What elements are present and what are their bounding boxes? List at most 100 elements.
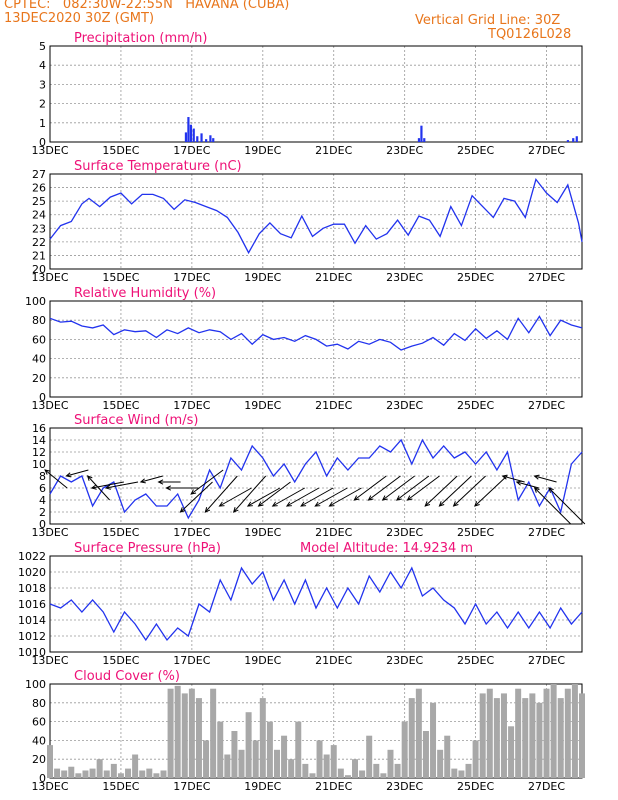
- wind-arrow: [315, 487, 348, 507]
- cloud-bar: [557, 698, 564, 778]
- y-tick-label: 1016: [18, 598, 46, 611]
- wind-arrow-head: [139, 478, 146, 484]
- cloud-bar: [422, 731, 429, 778]
- x-tick-label: 25DEC: [457, 780, 494, 793]
- cloud-bar: [288, 759, 295, 778]
- y-tick-label: 1018: [18, 582, 46, 595]
- cloud-bar: [401, 721, 408, 778]
- x-tick-label: 27DEC: [528, 526, 565, 539]
- cloud-bar: [380, 773, 387, 778]
- panel-2: 0 20 40 60 80 100 13DEC 15DEC 17DEC 19DEC 21DEC 23D…: [25, 286, 583, 412]
- wind-arrow: [286, 487, 320, 507]
- cloud-bar: [344, 775, 351, 778]
- series-line: [49, 315, 583, 351]
- cloud-bar: [231, 731, 238, 778]
- cloud-bar: [316, 740, 323, 778]
- wind-arrow: [87, 475, 111, 501]
- x-tick-label: 15DEC: [102, 780, 139, 793]
- precip-bar: [189, 124, 193, 142]
- cloud-bar: [394, 763, 401, 778]
- x-tick-label: 21DEC: [315, 780, 352, 793]
- series-line: [49, 177, 583, 255]
- y-tick-label: 0: [39, 518, 46, 531]
- panel-frame: [49, 300, 583, 398]
- cloud-bar: [75, 773, 82, 778]
- series-line: [49, 438, 583, 520]
- x-tick-label: 19DEC: [244, 780, 281, 793]
- x-tick-label: 17DEC: [173, 654, 210, 667]
- x-tick-label: 27DEC: [528, 144, 565, 157]
- cloud-bar: [508, 726, 515, 778]
- x-tick-label: 23DEC: [386, 144, 423, 157]
- cloud-bar: [61, 770, 68, 778]
- cloud-bar: [330, 745, 337, 778]
- y-tick-label: 20: [32, 753, 46, 766]
- cloud-bar: [238, 749, 245, 778]
- y-tick-label: 23: [32, 222, 46, 235]
- cloud-bar: [160, 770, 167, 778]
- wind-arrow: [272, 487, 305, 507]
- y-tick-label: 22: [32, 236, 46, 249]
- header-line-1: CPTEC: 082:30W-22:55N HAVANA (CUBA): [4, 0, 290, 12]
- cloud-bar: [359, 770, 366, 778]
- y-tick-label: 2: [39, 506, 46, 519]
- y-tick-label: 10: [32, 458, 46, 471]
- y-tick-label: 1014: [18, 614, 46, 627]
- panel-title: Surface Pressure (hPa): [74, 541, 221, 556]
- x-tick-label: 13DEC: [31, 271, 68, 284]
- y-tick-label: 21: [32, 249, 46, 262]
- panel-frame: [49, 427, 583, 525]
- chart-code: TQ0126L028: [488, 27, 572, 42]
- wind-arrow-head: [65, 472, 72, 478]
- x-tick-label: 17DEC: [173, 526, 210, 539]
- wind-arrow-head: [314, 501, 321, 507]
- y-tick-label: 80: [32, 314, 46, 327]
- cloud-bar: [210, 688, 217, 778]
- cloud-bar: [153, 773, 160, 778]
- wind-arrow-head: [381, 495, 388, 501]
- x-tick-label: 17DEC: [173, 271, 210, 284]
- y-tick-label: 0: [39, 772, 46, 785]
- x-tick-label: 19DEC: [244, 654, 281, 667]
- x-tick-label: 19DEC: [244, 399, 281, 412]
- cloud-bar: [515, 688, 522, 778]
- x-tick-label: 13DEC: [31, 654, 68, 667]
- cloud-bar: [309, 773, 316, 778]
- y-tick-label: 24: [32, 209, 46, 222]
- cloud-bar: [96, 759, 103, 778]
- x-tick-label: 19DEC: [244, 526, 281, 539]
- wind-arrow-head: [157, 479, 164, 485]
- x-tick-label: 15DEC: [102, 526, 139, 539]
- cloud-bar: [139, 770, 146, 778]
- precip-bar: [205, 139, 208, 142]
- x-tick-label: 19DEC: [244, 271, 281, 284]
- cloud-bar: [224, 754, 231, 778]
- wind-arrow: [190, 469, 224, 495]
- wind-arrow-head: [406, 495, 413, 501]
- cloud-bar: [465, 763, 472, 778]
- wind-arrow: [66, 469, 89, 477]
- cloud-bar: [437, 749, 444, 778]
- precip-bar: [192, 128, 195, 142]
- y-tick-label: 20: [32, 263, 46, 276]
- precip-bar: [417, 138, 421, 142]
- cloud-bar: [181, 693, 188, 778]
- y-tick-label: 0: [39, 391, 46, 404]
- cloud-bar: [550, 684, 557, 778]
- cloud-bar: [415, 688, 422, 778]
- wind-arrow: [233, 475, 267, 513]
- y-tick-label: 6: [39, 482, 46, 495]
- precip-bar: [566, 140, 570, 142]
- precip-bar: [572, 138, 575, 142]
- wind-arrow-head: [438, 501, 445, 507]
- y-tick-label: 1020: [18, 566, 46, 579]
- precip-bar: [420, 125, 423, 142]
- x-tick-label: 17DEC: [173, 144, 210, 157]
- y-tick-label: 80: [32, 697, 46, 710]
- wind-arrow-head: [246, 501, 253, 507]
- cloud-bar: [522, 698, 529, 778]
- wind-arrow-head: [190, 489, 197, 495]
- wind-arrow-head: [165, 485, 172, 491]
- cloud-bar: [479, 693, 486, 778]
